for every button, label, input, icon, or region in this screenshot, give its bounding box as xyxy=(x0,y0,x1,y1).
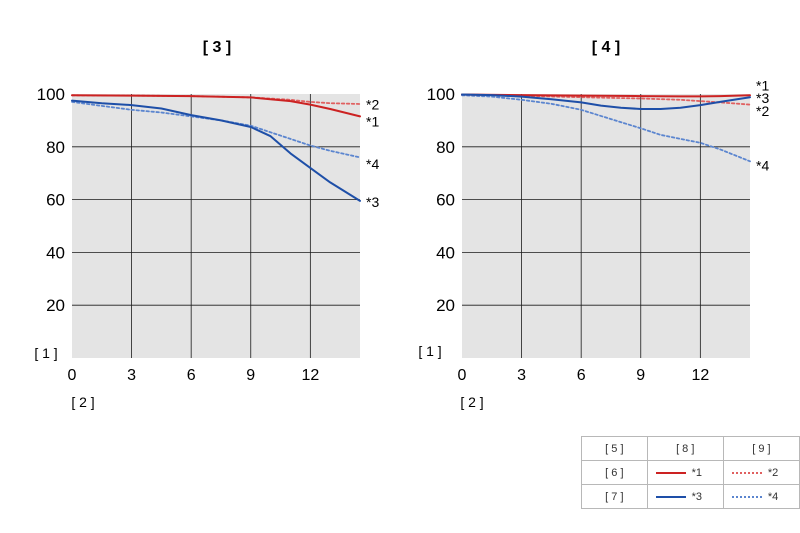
y-axis-label: [ 1 ] xyxy=(34,345,57,361)
legend-header-cell: [ 9 ] xyxy=(722,436,800,461)
legend-row: [ 7 ] *3 *4 xyxy=(581,484,800,509)
legend-entry: *3 xyxy=(646,484,724,509)
y-tick-label: 60 xyxy=(46,191,65,210)
series-end-label: *4 xyxy=(756,157,769,173)
legend-entry-label: *2 xyxy=(767,466,779,479)
series-end-label: *2 xyxy=(756,103,769,119)
legend-entry: *4 xyxy=(722,484,800,509)
legend-header-cell: [ 5 ] xyxy=(581,436,648,461)
plot-area xyxy=(72,94,360,358)
x-tick-label: 9 xyxy=(246,367,255,384)
series-end-label: *3 xyxy=(366,194,379,210)
x-tick-label: 0 xyxy=(68,367,77,384)
legend-header-row: [ 5 ] [ 8 ] [ 9 ] xyxy=(581,436,800,461)
series-line-mtf3 xyxy=(461,93,751,110)
series-end-label: *2 xyxy=(366,97,379,113)
y-tick-label: 100 xyxy=(37,85,65,104)
legend-table: [ 5 ] [ 8 ] [ 9 ] [ 6 ] *1 *2 [ 7 ] *3 *… xyxy=(581,436,800,509)
y-tick-label: 80 xyxy=(46,138,65,157)
legend-entry: *1 xyxy=(646,460,724,485)
chart-title: [ 4 ] xyxy=(592,39,620,56)
series-end-label: *1 xyxy=(756,78,769,94)
legend-row-label: [ 6 ] xyxy=(581,460,648,485)
series-line-mtf3 xyxy=(71,99,361,202)
y-tick-label: 20 xyxy=(436,296,455,315)
legend-swatch-blue-solid xyxy=(655,495,686,498)
y-tick-label: 40 xyxy=(46,243,65,262)
y-tick-label: 100 xyxy=(427,85,455,104)
y-tick-label: 20 xyxy=(46,296,65,315)
y-tick-label: 60 xyxy=(436,191,455,210)
series-line-mtf4 xyxy=(461,94,751,163)
legend-row-label: [ 7 ] xyxy=(581,484,648,509)
legend-header-cell: [ 8 ] xyxy=(646,436,724,461)
x-tick-label: 12 xyxy=(691,367,709,384)
x-tick-label: 12 xyxy=(301,367,319,384)
legend-entry: *2 xyxy=(722,460,800,485)
series-line-mtf1 xyxy=(71,94,361,118)
y-tick-label: 80 xyxy=(436,138,455,157)
legend-swatch-red-dotted xyxy=(731,471,762,474)
legend-swatch-red-solid xyxy=(655,471,686,474)
series-end-label: *1 xyxy=(366,114,379,130)
series-line-mtf1 xyxy=(461,93,751,98)
legend-entry-label: *4 xyxy=(767,490,779,503)
y-axis-label: [ 1 ] xyxy=(418,343,441,359)
x-axis-label: [ 2 ] xyxy=(460,394,483,410)
chart-title: [ 3 ] xyxy=(203,39,231,56)
x-tick-label: 9 xyxy=(636,367,645,384)
plot-area xyxy=(462,94,750,358)
x-tick-label: 6 xyxy=(187,367,196,384)
series-end-label: *4 xyxy=(366,156,379,172)
x-tick-label: 3 xyxy=(127,367,136,384)
legend-row: [ 6 ] *1 *2 xyxy=(581,460,800,485)
x-tick-label: 3 xyxy=(517,367,526,384)
x-tick-label: 6 xyxy=(577,367,586,384)
legend-swatch-blue-dotted xyxy=(731,495,762,498)
y-tick-label: 40 xyxy=(436,243,455,262)
x-axis-label: [ 2 ] xyxy=(71,394,94,410)
x-tick-label: 0 xyxy=(458,367,467,384)
legend-entry-label: *3 xyxy=(691,490,703,503)
series-end-label: *3 xyxy=(756,90,769,106)
legend-entry-label: *1 xyxy=(691,466,703,479)
